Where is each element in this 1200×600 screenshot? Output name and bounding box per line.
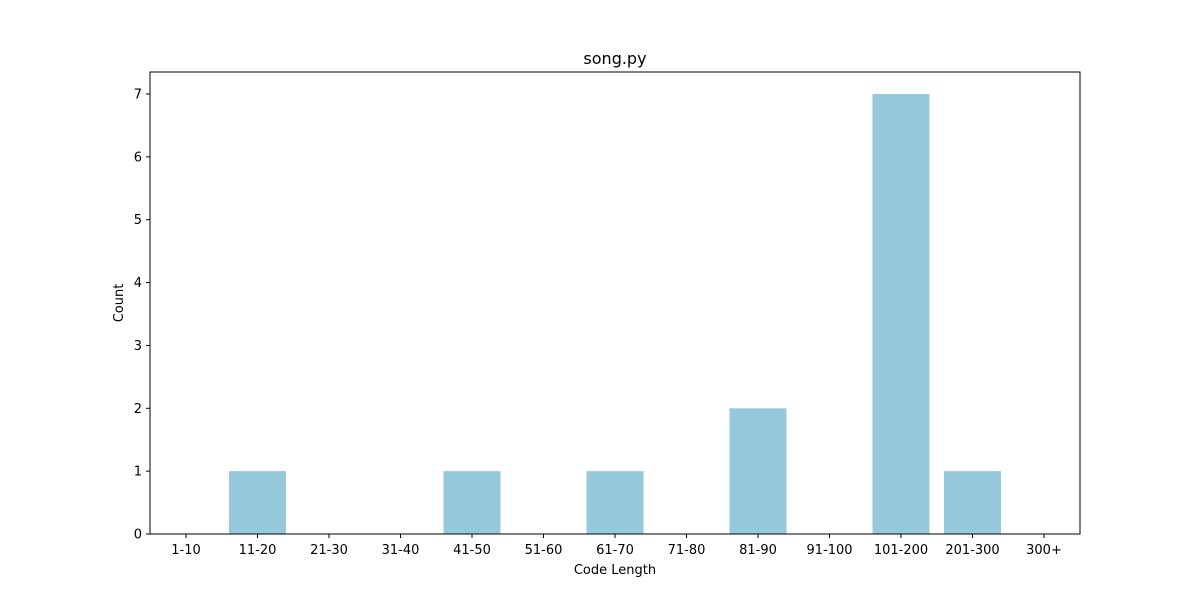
bar-11-20 [229,471,286,534]
x-tick-label: 81-90 [739,543,777,558]
bar-61-70 [587,471,644,534]
y-axis-label: Count [112,284,127,323]
y-tick-label: 1 [134,465,142,480]
y-tick-label: 4 [134,276,142,291]
chart-title: song.py [583,49,646,68]
y-tick-label: 0 [134,528,142,543]
x-tick-label: 1-10 [171,543,201,558]
bar-41-50 [444,471,501,534]
bars-layer [229,94,1001,534]
y-tick-label: 5 [134,213,142,228]
x-axis: 1-10 11-20 21-30 31-40 41-50 51-60 61-70 71-80 8… [171,534,1062,558]
x-tick-label: 41-50 [453,543,491,558]
bar-201-300 [944,471,1001,534]
y-tick-label: 2 [134,402,142,417]
x-tick-label: 11-20 [239,543,277,558]
bar-81-90 [730,408,787,534]
x-tick-label: 21-30 [310,543,348,558]
y-tick-label: 3 [134,339,142,354]
x-tick-label: 31-40 [382,543,420,558]
y-tick-label: 7 [134,88,142,103]
y-axis: 0 1 2 3 4 5 6 7 [134,88,150,543]
bar-101-200 [873,94,930,534]
y-tick-label: 6 [134,150,142,165]
x-tick-label: 71-80 [668,543,706,558]
x-tick-label: 101-200 [874,543,928,558]
x-tick-label: 51-60 [525,543,563,558]
x-tick-label: 91-100 [806,543,852,558]
x-tick-label: 61-70 [596,543,634,558]
x-tick-label: 300+ [1026,543,1062,558]
x-tick-label: 201-300 [945,543,999,558]
plot-frame [150,72,1080,534]
x-axis-label: Code Length [574,563,656,578]
